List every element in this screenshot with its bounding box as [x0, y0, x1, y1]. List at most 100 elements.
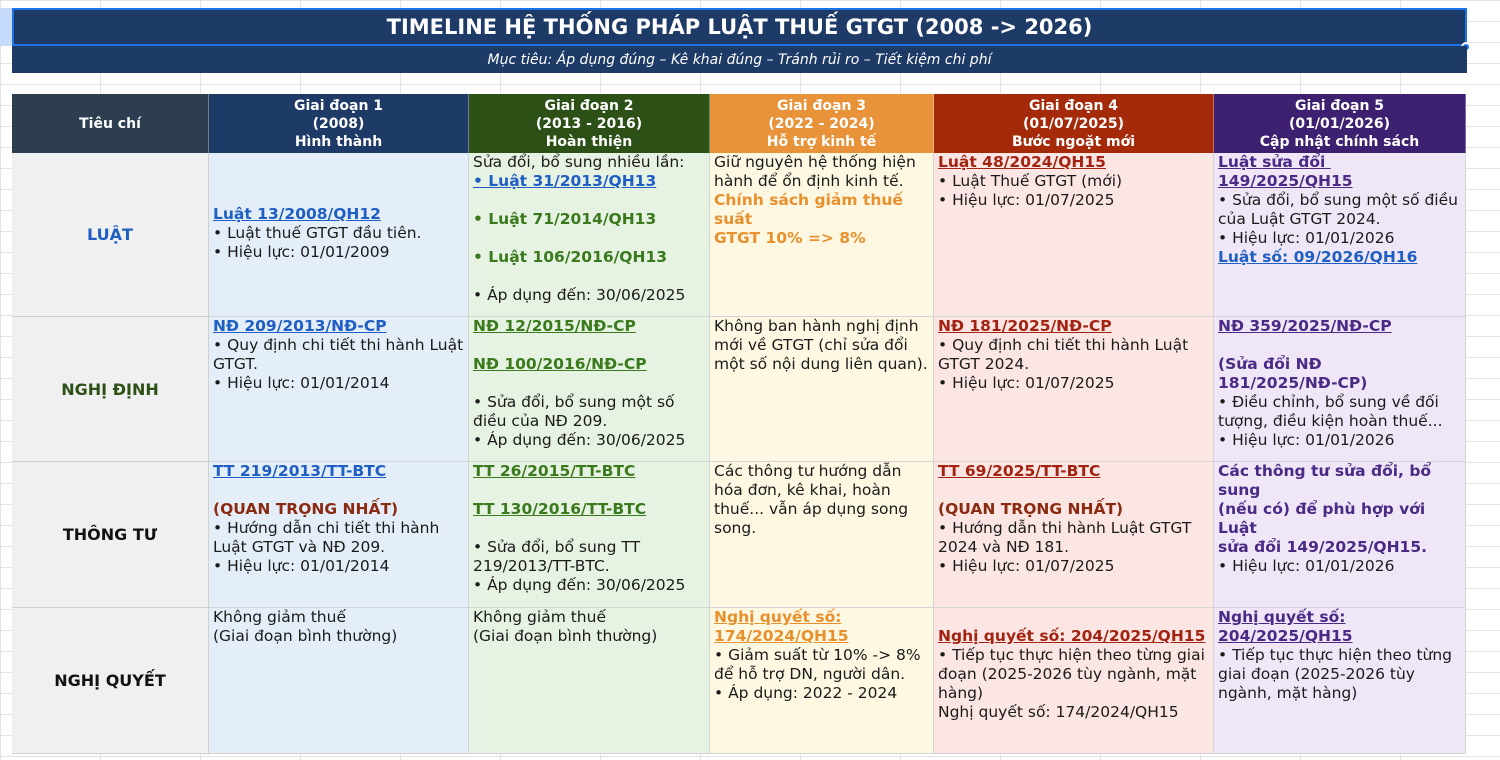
bullet-text: Luật GTGT và NĐ 209. — [213, 538, 386, 556]
bullet-text: • Luật thuế GTGT đầu tiên. — [213, 224, 422, 242]
cell-luat-stage-2[interactable]: Sửa đổi, bổ sung nhiều lần: • Luật 31/20… — [469, 153, 710, 317]
stage-period: (2013 - 2016) — [535, 115, 643, 132]
cell-nghiquyet-stage-4[interactable]: Nghị quyết số: 204/2025/QH15 • Tiếp tục … — [934, 608, 1214, 754]
bullet-text: • Hiệu lực: 01/07/2025 — [938, 374, 1115, 392]
spacer — [473, 481, 705, 500]
cell-text: Giữ nguyên hệ thống hiện — [714, 153, 916, 171]
bullet-text: • Hiệu lực: 01/01/2026 — [1218, 431, 1395, 449]
cell-thongtu-stage-1[interactable]: TT 219/2013/TT-BTC (QUAN TRỌNG NHẤT) • H… — [209, 462, 469, 608]
law-link[interactable]: TT 219/2013/TT-BTC — [213, 462, 387, 480]
bullet-text: • Hiệu lực: 01/07/2025 — [938, 191, 1115, 209]
spacer — [473, 336, 705, 355]
cell-text: thuế... vẫn áp dụng song — [714, 500, 909, 518]
cell-text: Nghị quyết số: 174/2024/QH15 — [938, 703, 1179, 721]
bullet-text: • Hiệu lực: 01/01/2026 — [1218, 229, 1395, 247]
law-link[interactable]: Luật 48/2024/QH15 — [938, 153, 1106, 171]
bullet-text: • Áp dụng: 2022 - 2024 — [714, 684, 898, 702]
law-link[interactable]: • Luật 31/2013/QH13 — [473, 172, 657, 190]
cell-luat-stage-5[interactable]: Luật sửa đổi 149/2025/QH15 • Sửa đổi, bổ… — [1214, 153, 1466, 317]
law-link[interactable]: Luật số: 09/2026/QH16 — [1218, 248, 1418, 266]
header-stage-1: Giai đoạn 1 (2008) Hình thành — [209, 94, 469, 153]
law-link[interactable]: 174/2024/QH15 — [714, 627, 849, 645]
spacer — [473, 191, 705, 210]
law-link[interactable]: Nghị quyết số: — [714, 608, 842, 626]
spacer — [938, 608, 1209, 627]
spacer — [473, 374, 705, 393]
stage-period: (01/01/2026) — [1289, 115, 1390, 132]
law-link[interactable]: NĐ 359/2025/NĐ-CP — [1218, 317, 1392, 335]
law-link[interactable]: NĐ 209/2013/NĐ-CP — [213, 317, 387, 335]
law-link[interactable]: TT 130/2016/TT-BTC — [473, 500, 647, 518]
cell-text: hóa đơn, kê khai, hoàn — [714, 481, 891, 499]
stage-theme: Hình thành — [294, 133, 383, 150]
row-label-text: LUẬT — [87, 225, 133, 244]
bullet-text: điều của NĐ 209. — [473, 412, 608, 430]
bullet-text: tượng, điều kiện hoàn thuế... — [1218, 412, 1443, 430]
spacer — [938, 481, 1209, 500]
law-link[interactable]: TT 26/2015/TT-BTC — [473, 462, 636, 480]
spacer — [473, 229, 705, 248]
stage-theme: Hỗ trợ kinh tế — [766, 133, 877, 150]
cell-nghiquyet-stage-3[interactable]: Nghị quyết số: 174/2024/QH15 • Giảm suất… — [710, 608, 934, 754]
bullet-text: 2024 và NĐ 181. — [938, 538, 1070, 556]
cell-text: Sửa đổi, bổ sung nhiều lần: — [473, 153, 685, 171]
law-link[interactable]: Luật 13/2008/QH12 — [213, 205, 381, 223]
stage-period: (2008) — [312, 115, 365, 132]
cell-thongtu-stage-4[interactable]: TT 69/2025/TT-BTC (QUAN TRỌNG NHẤT) • Hư… — [934, 462, 1214, 608]
row-selection-strip — [0, 8, 12, 46]
law-link[interactable]: NĐ 181/2025/NĐ-CP — [938, 317, 1112, 335]
highlight-text: Chính sách giảm thuế suất — [714, 191, 909, 228]
cell-nghidinh-stage-4[interactable]: NĐ 181/2025/NĐ-CP • Quy định chi tiết th… — [934, 317, 1214, 462]
bullet-text: • Áp dụng đến: 30/06/2025 — [473, 431, 686, 449]
stage-period: (2022 - 2024) — [768, 115, 875, 132]
cell-nghiquyet-stage-1[interactable]: Không giảm thuế (Giai đoạn bình thường) — [209, 608, 469, 754]
highlight-text: GTGT 10% => 8% — [714, 229, 866, 247]
highlight-text: (nếu có) để phù hợp với Luật — [1218, 500, 1431, 537]
page-title[interactable]: TIMELINE HỆ THỐNG PHÁP LUẬT THUẾ GTGT (2… — [12, 8, 1467, 46]
cell-luat-stage-4[interactable]: Luật 48/2024/QH15 • Luật Thuế GTGT (mới)… — [934, 153, 1214, 317]
law-link[interactable]: Nghị quyết số: 204/2025/QH15 — [938, 627, 1206, 645]
cell-luat-stage-1[interactable]: Luật 13/2008/QH12 • Luật thuế GTGT đầu t… — [209, 153, 469, 317]
bullet-text: • Hướng dẫn chi tiết thi hành — [213, 519, 440, 537]
header-stage-5: Giai đoạn 5 (01/01/2026) Cập nhật chính … — [1214, 94, 1466, 153]
cell-nghidinh-stage-5[interactable]: NĐ 359/2025/NĐ-CP (Sửa đổi NĐ 181/2025/N… — [1214, 317, 1466, 462]
cell-luat-stage-3[interactable]: Giữ nguyên hệ thống hiện hành để ổn định… — [710, 153, 934, 317]
cell-thongtu-stage-3[interactable]: Các thông tư hướng dẫn hóa đơn, kê khai,… — [710, 462, 934, 608]
stage-name: Giai đoạn 1 — [293, 97, 384, 114]
bullet-text: • Sửa đổi, bổ sung một số — [473, 393, 675, 411]
header-stage-3: Giai đoạn 3 (2022 - 2024) Hỗ trợ kinh tế — [710, 94, 934, 153]
bullet-text: 219/2013/TT-BTC. — [473, 557, 610, 575]
law-link[interactable]: Nghị quyết số: — [1218, 608, 1346, 626]
cell-thongtu-stage-2[interactable]: TT 26/2015/TT-BTC TT 130/2016/TT-BTC • S… — [469, 462, 710, 608]
bullet-text: • Áp dụng đến: 30/06/2025 — [473, 286, 686, 304]
cell-text: hành để ổn định kinh tế. — [714, 172, 904, 190]
bullet-text: đoạn (2025-2026 tùy ngành, mặt — [938, 665, 1197, 683]
bullet-text: • Tiếp tục thực hiện theo từng — [1218, 646, 1453, 664]
stage-theme: Cập nhật chính sách — [1259, 133, 1420, 150]
cell-text: song. — [714, 519, 757, 537]
bullet-text: hàng) — [938, 684, 984, 702]
law-link[interactable]: 204/2025/QH15 — [1218, 627, 1353, 645]
law-link[interactable]: NĐ 100/2016/NĐ-CP — [473, 355, 647, 373]
bullet-text: • Sửa đổi, bổ sung TT — [473, 538, 641, 556]
law-link[interactable]: NĐ 12/2015/NĐ-CP — [473, 317, 636, 335]
law-text: • Luật 106/2016/QH13 — [473, 248, 668, 266]
stage-theme: Hoàn thiện — [545, 133, 633, 150]
cell-nghidinh-stage-2[interactable]: NĐ 12/2015/NĐ-CP NĐ 100/2016/NĐ-CP • Sửa… — [469, 317, 710, 462]
law-link[interactable]: Luật sửa đổi 149/2025/QH15 — [1218, 153, 1353, 190]
cell-text: (Giai đoạn bình thường) — [473, 627, 658, 645]
cell-nghiquyet-stage-5[interactable]: Nghị quyết số: 204/2025/QH15 • Tiếp tục … — [1214, 608, 1466, 754]
cell-text: Không giảm thuế — [473, 608, 606, 626]
cell-thongtu-stage-5[interactable]: Các thông tư sửa đổi, bổ sung (nếu có) đ… — [1214, 462, 1466, 608]
bullet-text: • Luật Thuế GTGT (mới) — [938, 172, 1123, 190]
cell-text: (Giai đoạn bình thường) — [213, 627, 398, 645]
row-label-luat: LUẬT — [12, 153, 209, 317]
bullet-text: của Luật GTGT 2024. — [1218, 210, 1381, 228]
bullet-text: • Quy định chi tiết thi hành Luật — [213, 336, 464, 354]
spacer — [473, 519, 705, 538]
cell-text: mới về GTGT (chỉ sửa đổi — [714, 336, 908, 354]
law-link[interactable]: TT 69/2025/TT-BTC — [938, 462, 1101, 480]
cell-nghidinh-stage-3[interactable]: Không ban hành nghị định mới về GTGT (ch… — [710, 317, 934, 462]
cell-nghidinh-stage-1[interactable]: NĐ 209/2013/NĐ-CP • Quy định chi tiết th… — [209, 317, 469, 462]
cell-nghiquyet-stage-2[interactable]: Không giảm thuế (Giai đoạn bình thường) — [469, 608, 710, 754]
